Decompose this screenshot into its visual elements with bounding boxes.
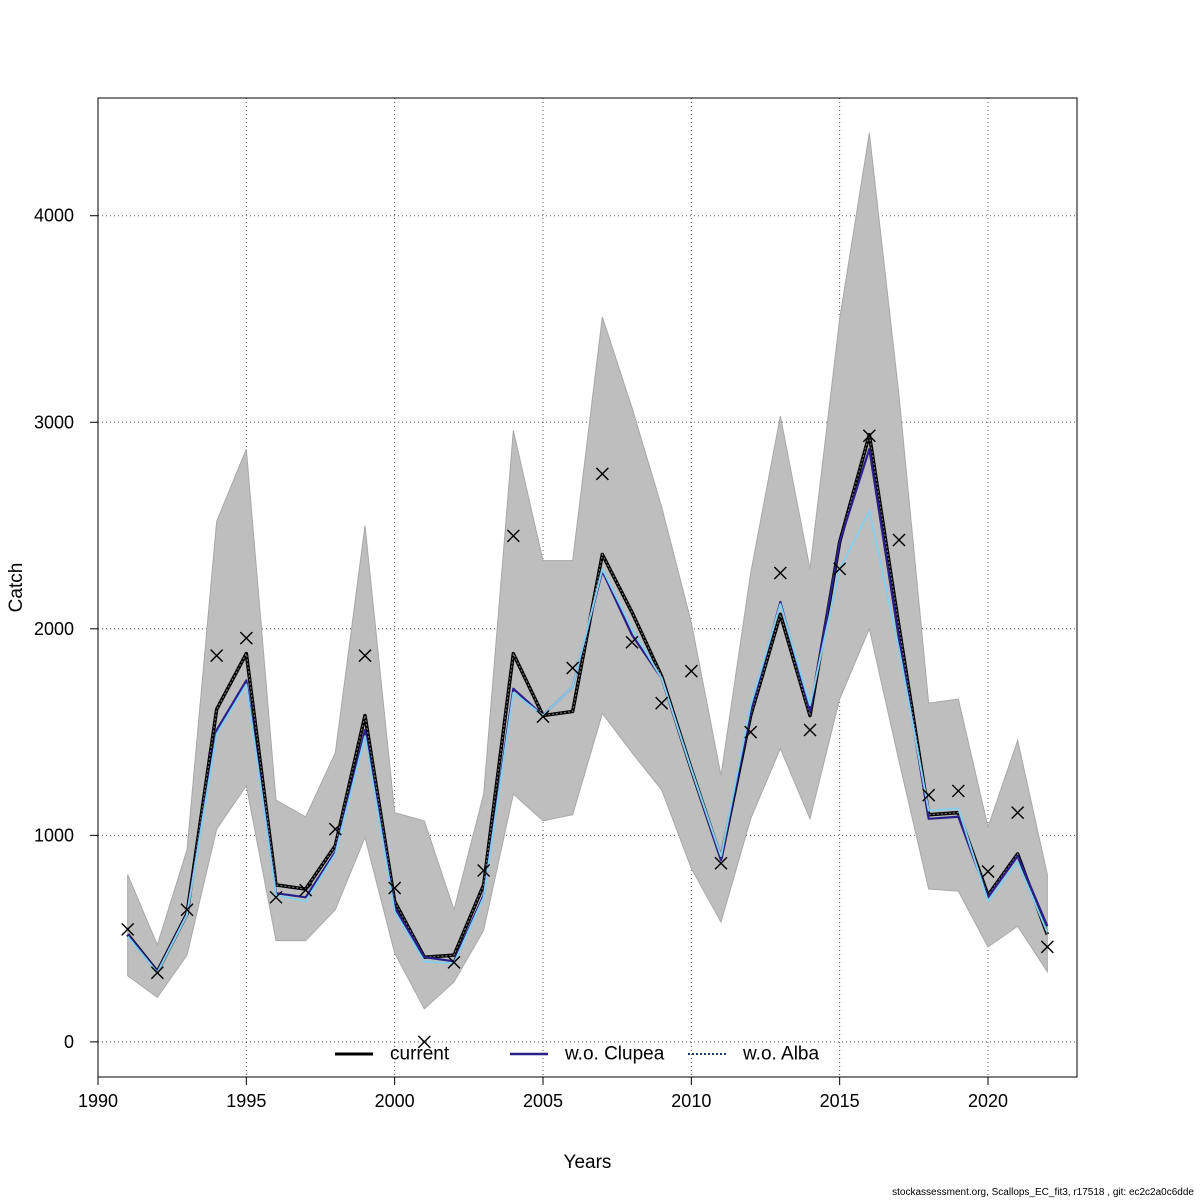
observation-point-2003: [477, 863, 491, 877]
observation-point-2013: [773, 566, 787, 580]
legend-label-w-o-clupea: w.o. Clupea: [564, 1044, 665, 1065]
observation-point-1992: [150, 966, 164, 980]
legend-label-current: current: [390, 1044, 450, 1065]
observation-point-1999: [358, 649, 372, 663]
observation-point-2019: [951, 784, 965, 798]
y-tick-label-0: 0: [64, 1032, 74, 1052]
observation-stroke-b: [358, 649, 372, 663]
legend: current w.o. Clupea w.o. Alba: [335, 1044, 819, 1065]
observation-stroke-b: [773, 566, 787, 580]
observation-point-2009: [655, 696, 669, 710]
observation-point-1996: [269, 890, 283, 904]
observation-point-1991: [121, 922, 135, 936]
observation-stroke-b: [180, 903, 194, 917]
observation-stroke-b: [447, 955, 461, 969]
observation-stroke-b: [684, 664, 698, 678]
observation-point-2004: [506, 529, 520, 543]
x-tick-label-2005: 2005: [523, 1091, 563, 1111]
observation-point-1995: [239, 631, 253, 645]
observation-point-2017: [892, 533, 906, 547]
series-line-w-o-alba: [126, 510, 1049, 974]
observation-point-2015: [833, 562, 847, 576]
observation-stroke-b: [506, 529, 520, 543]
observation-stroke-b: [803, 723, 817, 737]
observation-point-1997: [299, 883, 313, 897]
y-tick-label-4000: 4000: [34, 206, 74, 226]
observation-stroke-b: [625, 635, 639, 649]
y-tick-label-3000: 3000: [34, 412, 74, 432]
observation-stroke-b: [269, 890, 283, 904]
series-layer: [126, 432, 1049, 974]
legend-label-w-o-alba: w.o. Alba: [742, 1044, 819, 1065]
observation-stroke-b: [833, 562, 847, 576]
observation-point-1993: [180, 903, 194, 917]
observation-stroke-b: [388, 881, 402, 895]
x-axis: 1990 1995 2000 2005 2010 2015 2020: [78, 1076, 1008, 1111]
observation-stroke-b: [595, 467, 609, 481]
x-tick-label-2015: 2015: [820, 1091, 860, 1111]
observation-point-2011: [714, 856, 728, 870]
observation-stroke-b: [951, 784, 965, 798]
legend-item-w-o-alba: w.o. Alba: [688, 1044, 819, 1065]
observation-point-2020: [981, 864, 995, 878]
observation-stroke-b: [922, 788, 936, 802]
x-tick-label-2010: 2010: [671, 1091, 711, 1111]
observation-stroke-b: [1040, 940, 1054, 954]
x-tick-label-2020: 2020: [968, 1091, 1008, 1111]
y-axis-title: Catch: [6, 563, 27, 613]
confidence-band: [127, 133, 1048, 1010]
x-tick-label-2000: 2000: [375, 1091, 415, 1111]
observation-point-2002: [447, 955, 461, 969]
observation-stroke-b: [417, 1035, 431, 1049]
observation-point-1994: [210, 649, 224, 663]
observation-stroke-b: [121, 922, 135, 936]
confidence-band-layer: [127, 133, 1048, 1010]
observation-point-2012: [744, 725, 758, 739]
y-tick-label-1000: 1000: [34, 825, 74, 845]
observation-point-2005: [536, 710, 550, 724]
legend-item-w-o-clupea: w.o. Clupea: [510, 1044, 665, 1065]
observation-stroke-b: [328, 822, 342, 836]
observation-stroke-b: [655, 696, 669, 710]
legend-item-current: current: [335, 1044, 450, 1065]
observation-stroke-b: [239, 631, 253, 645]
y-tick-label-2000: 2000: [34, 619, 74, 639]
observation-point-2001: [417, 1035, 431, 1049]
observation-point-2010: [684, 664, 698, 678]
y-axis: 0 1000 2000 3000 4000: [34, 206, 99, 1052]
observation-stroke-b: [477, 863, 491, 877]
observation-point-2018: [922, 788, 936, 802]
observation-point-2008: [625, 635, 639, 649]
observations-layer: [121, 429, 1054, 1049]
observation-point-2007: [595, 467, 609, 481]
observation-point-2006: [566, 661, 580, 675]
observation-stroke-b: [210, 649, 224, 663]
observation-stroke-b: [744, 725, 758, 739]
observation-point-2022: [1040, 940, 1054, 954]
observation-point-2014: [803, 723, 817, 737]
observation-stroke-b: [150, 966, 164, 980]
observation-stroke-b: [536, 710, 550, 724]
x-tick-label-1995: 1995: [226, 1091, 266, 1111]
observation-stroke-b: [566, 661, 580, 675]
observation-point-2016: [862, 429, 876, 443]
observation-stroke-b: [1011, 806, 1025, 820]
x-tick-label-1990: 1990: [78, 1091, 118, 1111]
observation-point-2021: [1011, 806, 1025, 820]
observation-stroke-b: [862, 429, 876, 443]
footer-credit: stockassessment.org, Scallops_EC_fit3, r…: [892, 1187, 1194, 1198]
observation-stroke-b: [714, 856, 728, 870]
observation-stroke-b: [981, 864, 995, 878]
observation-point-1998: [328, 822, 342, 836]
x-axis-title: Years: [564, 1152, 612, 1173]
observation-stroke-b: [299, 883, 313, 897]
observation-point-2000: [388, 881, 402, 895]
observation-stroke-b: [892, 533, 906, 547]
